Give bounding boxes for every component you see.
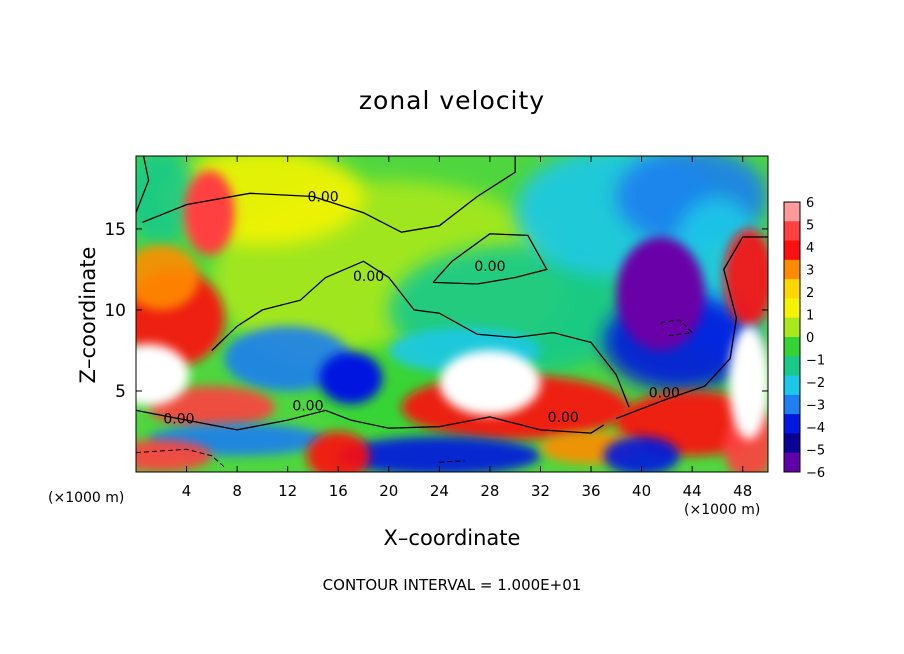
colorbar-swatch (784, 202, 800, 222)
contour-label: 0.00 (307, 189, 338, 205)
contour-label: 0.00 (163, 411, 194, 427)
colorbar-swatch (784, 298, 800, 319)
y-tick-label: 10 (104, 301, 126, 321)
contour-negative (439, 460, 465, 463)
velocity-field (136, 156, 768, 472)
y-tick-label: 5 (115, 382, 126, 402)
field-extreme (319, 352, 383, 404)
field-extreme (728, 326, 768, 440)
contour-label: 0.00 (548, 410, 579, 426)
field-blob (603, 436, 680, 472)
contour-label: 0.00 (649, 385, 680, 401)
colorbar-swatch (784, 394, 800, 415)
contour-zero (142, 156, 516, 233)
colorbar-label: 1 (806, 309, 814, 324)
colorbar-swatch (784, 317, 800, 338)
contour-labels: 0.00 0.00 0.00 0.00 0.00 0.00 0.00 (163, 189, 680, 427)
colorbar-swatch (784, 414, 800, 434)
colorbar-swatch (784, 240, 800, 261)
plot-frame (135, 155, 769, 473)
field-blob (148, 386, 276, 429)
colorbar-label: 4 (806, 241, 814, 256)
colorbar-label: −3 (806, 399, 825, 414)
field-blob (306, 431, 370, 472)
field-extreme (136, 343, 190, 406)
colorbar-label: −2 (806, 376, 825, 391)
field-extreme (616, 237, 705, 351)
colorbar-label: 5 (806, 219, 814, 234)
field-blob (136, 439, 212, 472)
x-unit-right: (×1000 m) (684, 502, 761, 518)
colorbar-swatch (784, 221, 800, 242)
contour-zero (211, 260, 630, 408)
contour-negative (660, 319, 694, 337)
x-tick-label: 24 (430, 482, 449, 500)
colorbar-label: 0 (806, 331, 814, 346)
colorbar-label: −1 (806, 354, 825, 369)
x-tick-label: 20 (379, 482, 398, 500)
field-blob (136, 245, 200, 310)
contour-zero (616, 236, 768, 420)
colorbar-swatch (784, 452, 800, 473)
colorbar-swatch (784, 279, 800, 299)
field-blob (136, 156, 200, 246)
colorbar-swatch (784, 375, 800, 396)
x-tick-label: 36 (581, 482, 600, 500)
x-axis-label: X–coordinate (383, 526, 521, 550)
x-tick-label: 48 (733, 482, 752, 500)
field-blob (224, 326, 351, 391)
y-tick-label: 15 (104, 220, 126, 240)
contour-negative (136, 448, 225, 468)
field-extreme (439, 350, 541, 416)
x-tick-label: 44 (683, 482, 702, 500)
contour-label: 0.00 (292, 398, 323, 414)
colorbar-swatch (784, 433, 800, 454)
x-tick-label: 16 (329, 482, 348, 500)
contour-label: 0.00 (353, 269, 384, 285)
colorbar-label: −6 (806, 466, 825, 481)
colorbar-label: 3 (806, 264, 814, 279)
colorbar: 6 5 4 3 2 1 0 −1 −2 −3 −4 −5 −6 (783, 196, 825, 481)
colorbar-swatch (784, 259, 800, 280)
chart-title: zonal velocity (358, 86, 546, 115)
contour-lines (136, 156, 768, 468)
field-blob (338, 436, 541, 472)
colorbar-swatch (784, 337, 800, 357)
x-tick-label: 12 (278, 482, 297, 500)
contour-zero (432, 233, 548, 285)
field-blob (723, 228, 768, 327)
colorbar-label: 2 (806, 286, 814, 301)
x-tick-label: 32 (531, 482, 550, 500)
field-extreme (184, 170, 235, 255)
contour-zero (136, 156, 150, 213)
contour-interval-note: CONTOUR INTERVAL = 1.000E+01 (322, 576, 582, 594)
x-tick-label: 8 (232, 482, 242, 500)
x-tick-label: 28 (480, 482, 499, 500)
colorbar-label: 6 (806, 196, 814, 211)
colorbar-frame (783, 201, 801, 473)
colorbar-label: −5 (806, 444, 825, 459)
x-tick-label: 4 (182, 482, 192, 500)
colorbar-label: −4 (806, 421, 825, 436)
contour-zero (136, 409, 605, 434)
x-tick-label: 40 (632, 482, 651, 500)
x-unit-left: (×1000 m) (48, 490, 125, 506)
colorbar-swatch (784, 356, 800, 377)
contour-label: 0.00 (474, 259, 505, 275)
